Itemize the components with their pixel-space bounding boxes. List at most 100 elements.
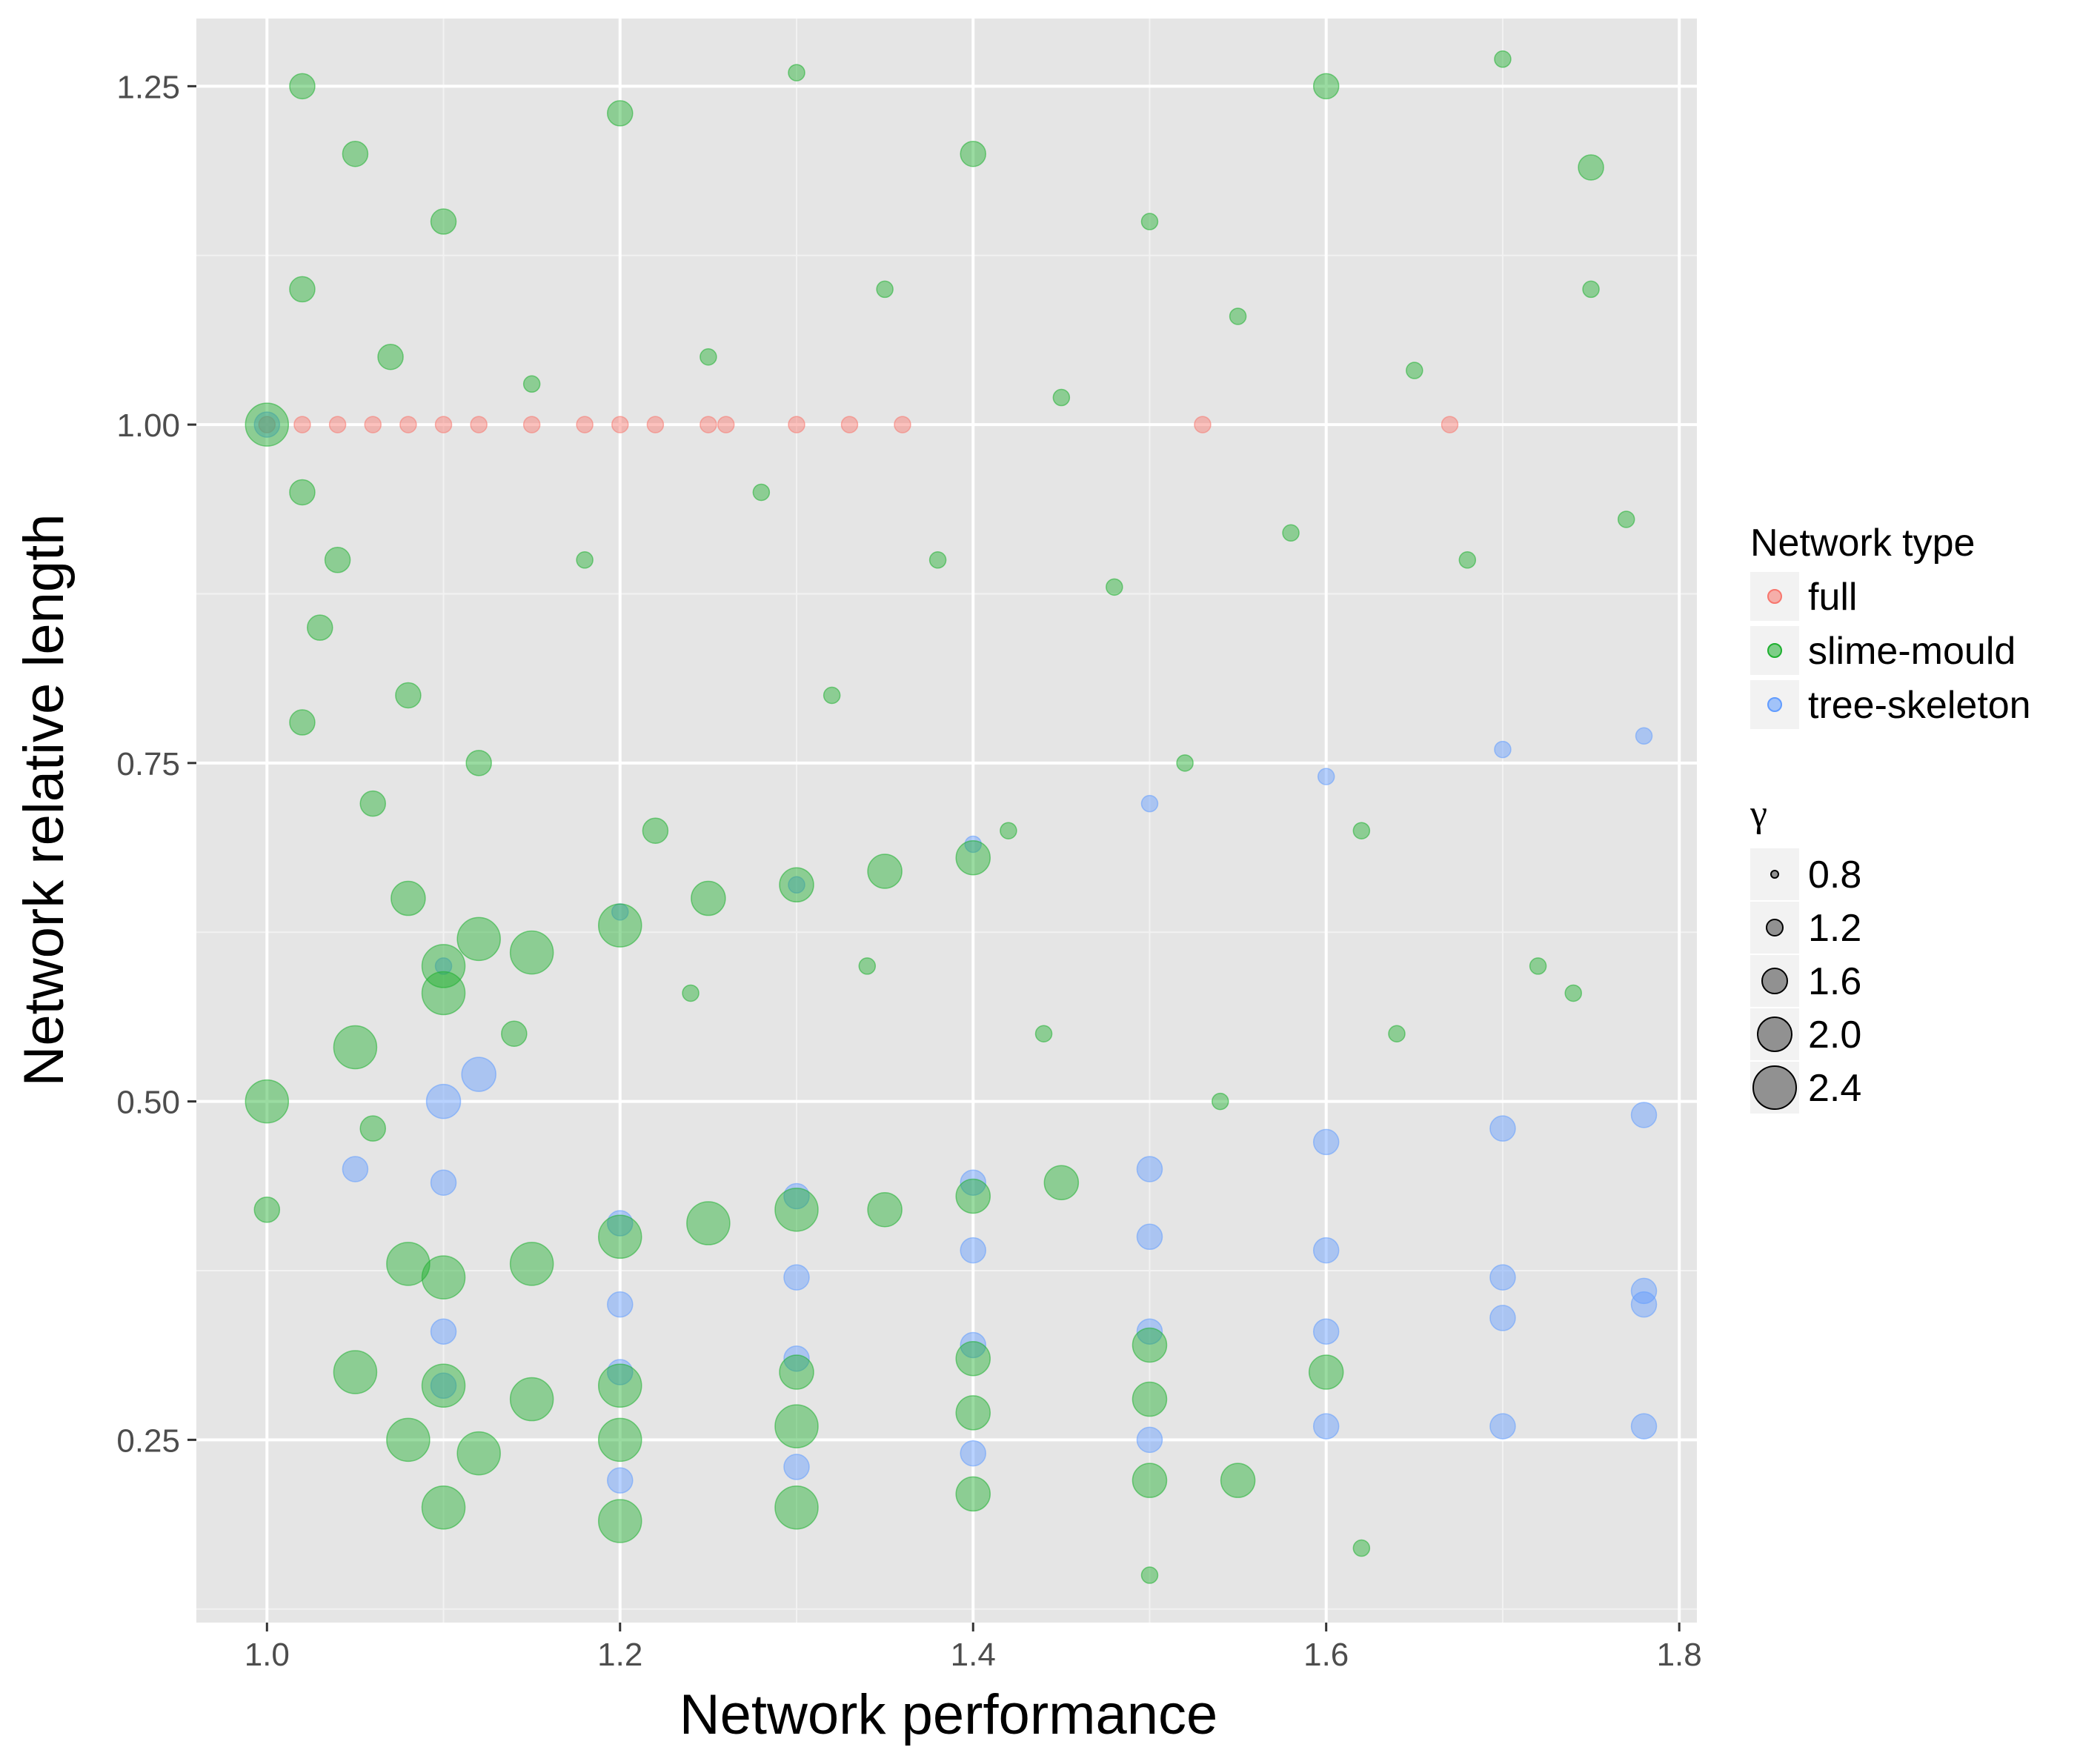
- point-slime-mould: [245, 1079, 290, 1124]
- y-axis-title: Network relative length: [13, 513, 76, 1086]
- point-slime-mould: [1564, 984, 1582, 1002]
- point-full: [1194, 416, 1212, 433]
- point-full: [700, 416, 717, 433]
- point-slime-mould: [1406, 362, 1423, 379]
- legend-color-label: tree-skeleton: [1808, 684, 2031, 727]
- point-tree-skeleton: [1136, 1223, 1163, 1251]
- point-slime-mould: [955, 1178, 991, 1214]
- point-slime-mould: [509, 930, 554, 975]
- point-slime-mould: [289, 709, 316, 736]
- point-slime-mould: [955, 1395, 991, 1431]
- point-slime-mould: [1132, 1327, 1168, 1363]
- point-tree-skeleton: [1140, 794, 1159, 813]
- point-slime-mould: [1106, 578, 1123, 596]
- point-slime-mould: [421, 1255, 466, 1300]
- point-tree-skeleton: [960, 1169, 986, 1196]
- point-tree-skeleton: [1489, 1264, 1516, 1291]
- legend-key-bg: [1750, 955, 1799, 1007]
- point-tree-skeleton: [607, 1359, 634, 1385]
- point-slime-mould: [522, 375, 541, 393]
- point-slime-mould: [867, 1192, 903, 1228]
- point-tree-skeleton: [1312, 1128, 1340, 1156]
- point-slime-mould: [359, 1115, 386, 1142]
- point-slime-mould: [928, 551, 947, 569]
- point-tree-skeleton: [425, 1083, 462, 1119]
- point-slime-mould: [1352, 1539, 1371, 1557]
- point-slime-mould: [1043, 1165, 1080, 1200]
- point-tree-skeleton: [1312, 1318, 1340, 1345]
- point-slime-mould: [421, 944, 466, 988]
- y-tick-label: 0.75: [116, 746, 180, 782]
- point-slime-mould: [1140, 213, 1159, 230]
- plot-panel: [196, 19, 1697, 1623]
- legend-color-label: slime-mould: [1808, 630, 2016, 673]
- point-tree-skeleton: [1630, 1102, 1658, 1128]
- point-tree-skeleton: [960, 1237, 986, 1264]
- point-slime-mould: [359, 790, 386, 817]
- point-slime-mould: [876, 280, 894, 299]
- point-tree-skeleton: [1630, 1413, 1658, 1440]
- legend-size-label: 0.8: [1808, 854, 1861, 896]
- legend-key-bg: [1750, 1062, 1799, 1114]
- point-slime-mould: [598, 1499, 642, 1543]
- point-tree-skeleton: [783, 1454, 810, 1480]
- point-slime-mould: [779, 867, 814, 903]
- point-slime-mould: [395, 682, 422, 709]
- point-slime-mould: [823, 686, 841, 705]
- y-tick-label: 1.00: [116, 407, 180, 444]
- minor-gridlines: [196, 19, 1697, 1623]
- point-tree-skeleton: [1489, 1115, 1516, 1142]
- point-slime-mould: [377, 344, 404, 370]
- point-slime-mould: [1582, 280, 1600, 299]
- point-slime-mould: [386, 1417, 431, 1463]
- point-full: [576, 416, 594, 433]
- point-slime-mould: [774, 1404, 819, 1448]
- point-slime-mould: [576, 551, 594, 569]
- x-axis-ticks: 1.0 1.2 1.4 1.6 1.8: [245, 1623, 1702, 1673]
- x-tick-label: 1.2: [597, 1637, 642, 1673]
- point-slime-mould: [1388, 1025, 1406, 1043]
- point-slime-mould: [1312, 73, 1340, 100]
- legend-color-swatch: [1767, 643, 1782, 658]
- point-tree-skeleton: [253, 411, 281, 438]
- point-full: [788, 416, 805, 433]
- point-slime-mould: [1282, 524, 1300, 542]
- point-tree-skeleton: [1494, 740, 1512, 759]
- point-slime-mould: [324, 547, 351, 573]
- point-slime-mould: [1308, 1354, 1344, 1390]
- point-slime-mould: [1052, 388, 1071, 407]
- point-slime-mould: [774, 1485, 819, 1530]
- point-slime-mould: [691, 880, 726, 916]
- legend-color-swatch: [1767, 697, 1782, 712]
- point-tree-skeleton: [783, 1182, 810, 1210]
- point-slime-mould: [1034, 1025, 1053, 1043]
- point-tree-skeleton: [607, 1467, 634, 1494]
- point-slime-mould: [465, 750, 492, 776]
- point-slime-mould: [1578, 154, 1604, 181]
- legend-size-swatch: [1761, 968, 1788, 994]
- point-full: [328, 416, 347, 433]
- point-slime-mould: [1132, 1381, 1168, 1417]
- legend-size-swatch: [1766, 919, 1784, 936]
- data-points: [245, 50, 1658, 1584]
- point-slime-mould: [307, 614, 333, 641]
- point-slime-mould: [421, 1485, 466, 1530]
- legend-size-label: 1.6: [1808, 960, 1861, 1003]
- point-slime-mould: [788, 64, 805, 81]
- point-slime-mould: [955, 1476, 991, 1512]
- point-slime-mould: [386, 1242, 431, 1286]
- legend-color-swatch: [1767, 589, 1782, 604]
- point-full: [840, 416, 859, 433]
- point-tree-skeleton: [1489, 1413, 1516, 1440]
- point-slime-mould: [509, 1242, 554, 1286]
- point-full: [646, 416, 665, 433]
- point-tree-skeleton: [430, 1372, 457, 1400]
- point-tree-skeleton: [1317, 768, 1335, 785]
- legend-size-swatch: [1770, 870, 1779, 879]
- point-slime-mould: [245, 402, 290, 447]
- legend-size-swatch: [1757, 1017, 1792, 1052]
- point-slime-mould: [774, 1188, 819, 1232]
- point-full: [434, 416, 453, 433]
- y-axis-ticks: 0.25 0.50 0.75 1.00 1.25: [116, 69, 196, 1459]
- point-slime-mould: [642, 817, 669, 844]
